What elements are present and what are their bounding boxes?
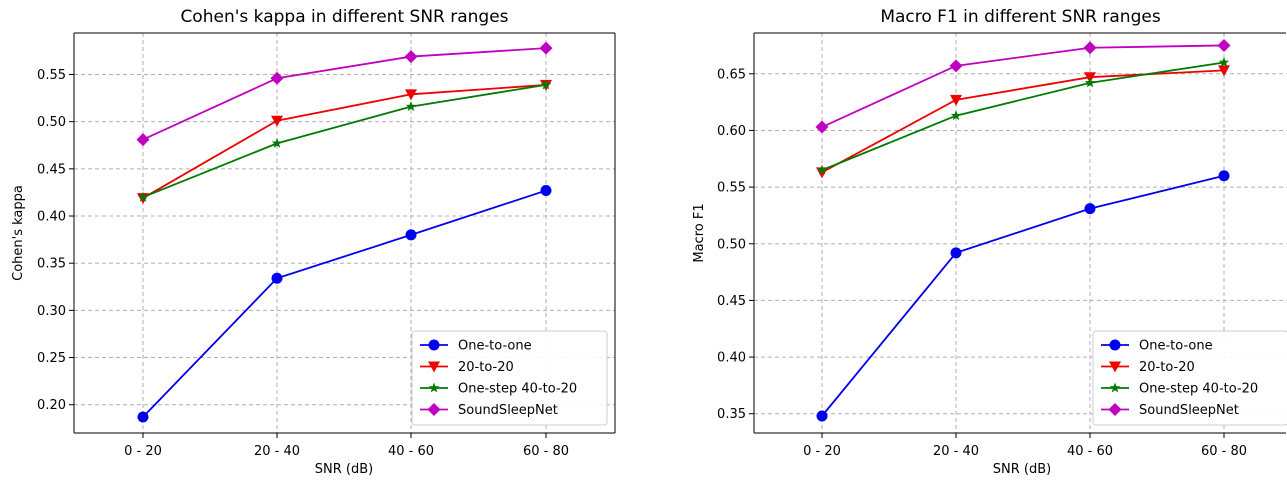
legend-marker (1109, 339, 1121, 351)
y-tick-label: 0.40 (37, 210, 66, 225)
legend-label: SoundSleepNet (1139, 403, 1239, 418)
y-tick-label: 0.55 (717, 181, 746, 196)
x-tick-label: 60 - 80 (1201, 444, 1247, 459)
data-point (271, 115, 283, 127)
data-point (137, 411, 149, 423)
series-line-one-to-one (821, 174, 1225, 417)
data-point (950, 94, 962, 106)
y-tick-label: 0.40 (717, 351, 746, 366)
y-tick-label: 0.45 (717, 294, 746, 309)
chart-panel-macro-f1: Macro F1 in different SNR ranges 0.35 0.40… (692, 7, 1287, 477)
series-line-20-to-20 (821, 69, 1225, 174)
y-tick-label: 0.35 (37, 257, 66, 272)
y-tick-label: 0.50 (717, 237, 746, 252)
x-axis-label: SNR (dB) (993, 462, 1051, 477)
data-point (1218, 65, 1230, 77)
data-point (816, 410, 828, 422)
data-point (950, 247, 962, 259)
legend-label: 20-to-20 (1139, 360, 1195, 375)
legend-box (411, 330, 608, 426)
data-point (1084, 77, 1096, 88)
data-point (950, 110, 962, 121)
legend-label: One-step 40-to-20 (458, 382, 577, 397)
legend-label: One-step 40-to-20 (1139, 382, 1258, 397)
data-point (404, 50, 418, 64)
legend-marker (428, 361, 440, 373)
series-line-one-step-40-to-20 (821, 61, 1225, 171)
legend: One-to-one 20-to-20 One-step 40-to-20 Sound… (1092, 330, 1287, 426)
data-point (539, 41, 553, 55)
data-point (540, 185, 552, 197)
legend-marker (1109, 382, 1121, 393)
x-tick-label: 0 - 20 (803, 444, 841, 459)
legend-label: One-to-one (1139, 339, 1213, 354)
legend-marker (428, 339, 440, 351)
data-point (1218, 170, 1230, 182)
legend-marker (1108, 403, 1122, 416)
y-tick-label: 0.65 (717, 67, 746, 82)
chart-title: Cohen's kappa in different SNR ranges (180, 7, 508, 27)
legend-label: SoundSleepNet (458, 403, 558, 418)
y-tick-label: 0.50 (37, 115, 66, 130)
legend-box (1092, 330, 1287, 426)
x-tick-label: 20 - 40 (933, 444, 979, 459)
data-point (271, 272, 283, 284)
x-tick-label: 20 - 40 (254, 444, 300, 459)
data-point (816, 164, 828, 175)
y-tick-label: 0.20 (37, 398, 66, 413)
series-line-soundsleepnet (142, 47, 547, 141)
chart-panel-kappa: Cohen's kappa in different SNR ranges 0.2… (11, 7, 616, 477)
y-tick-label: 0.35 (717, 407, 746, 422)
y-tick-label: 0.45 (37, 162, 66, 177)
series-line-one-to-one (142, 189, 547, 418)
data-point (1217, 38, 1231, 52)
data-point (1218, 56, 1230, 67)
legend-marker (1109, 361, 1121, 373)
data-point (137, 191, 149, 202)
y-tick-label: 0.25 (37, 351, 66, 366)
data-point (540, 79, 552, 90)
data-point (405, 89, 417, 101)
data-point (271, 137, 283, 148)
data-point (136, 133, 150, 147)
legend-label: 20-to-20 (458, 360, 514, 375)
x-tick-label: 0 - 20 (124, 444, 162, 459)
legend-label: One-to-one (458, 339, 532, 354)
series-line-soundsleepnet (821, 44, 1225, 128)
y-tick-label: 0.60 (717, 124, 746, 139)
legend-marker (428, 382, 440, 393)
data-point (405, 229, 417, 241)
y-tick-label: 0.55 (37, 68, 66, 83)
legend-marker (427, 403, 441, 416)
x-axis-label: SNR (dB) (315, 462, 373, 477)
data-point (270, 71, 284, 85)
data-point (949, 59, 963, 73)
legend: One-to-one 20-to-20 One-step 40-to-20 Sound… (411, 330, 608, 426)
series-line-one-step-40-to-20 (142, 84, 547, 198)
series-line-20-to-20 (142, 83, 547, 199)
y-axis-label: Macro F1 (692, 203, 707, 262)
y-tick-label: 0.30 (37, 304, 66, 319)
chart-title: Macro F1 in different SNR ranges (880, 7, 1161, 27)
data-point (815, 120, 829, 134)
y-axis-label: Cohen's kappa (11, 185, 26, 281)
x-tick-label: 40 - 60 (1067, 444, 1113, 459)
data-point (1084, 203, 1096, 215)
data-point (1083, 41, 1097, 55)
x-tick-label: 60 - 80 (523, 444, 569, 459)
data-point (405, 101, 417, 112)
x-tick-label: 40 - 60 (388, 444, 434, 459)
